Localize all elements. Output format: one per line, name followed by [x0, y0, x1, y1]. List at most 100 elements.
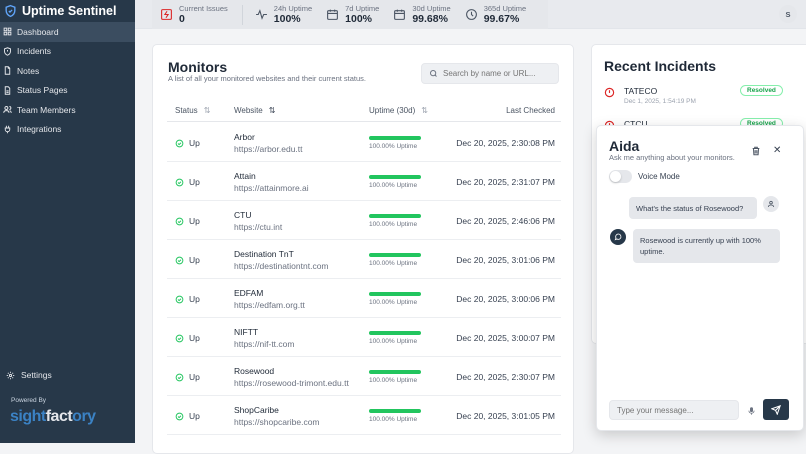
sidebar-item-settings[interactable]: Settings	[6, 370, 52, 380]
users-icon	[3, 106, 12, 114]
table-row[interactable]: Up NIFTT https://nif-tt.com 100.00% Uptime D…	[167, 318, 561, 357]
uptime-bar	[369, 292, 421, 296]
website-cell: Attain https://attainmore.ai	[234, 171, 309, 193]
voice-mode-toggle[interactable]	[609, 170, 632, 183]
shield-logo-icon	[5, 4, 16, 18]
sidebar-item-integrations[interactable]: Integrations	[0, 120, 135, 140]
table-row[interactable]: Up Destination TnT https://destinationtnt.…	[167, 240, 561, 279]
uptime-bar	[369, 175, 421, 179]
divider	[241, 4, 243, 25]
search-input[interactable]	[443, 69, 553, 78]
uptime-bar	[369, 253, 421, 257]
status-cell: Up	[175, 216, 200, 226]
uptime-label: 100.00% Uptime	[369, 377, 418, 384]
stat-7d-uptime: 7d Uptime 100%	[326, 4, 379, 25]
website-name: ShopCaribe	[234, 405, 279, 415]
monitors-table-body: Up Arbor https://arbor.edu.tt 100.00% Uptim…	[167, 123, 561, 435]
search-box[interactable]	[421, 63, 559, 84]
last-checked: Dec 20, 2025, 3:00:06 PM	[456, 294, 555, 304]
chat-title: Aida	[609, 138, 640, 154]
check-circle-icon	[175, 139, 184, 147]
last-checked: Dec 20, 2025, 3:01:05 PM	[456, 411, 555, 421]
website-url[interactable]: https://rosewood-trimont.edu.tt	[234, 378, 349, 388]
stat-current-issues: Current Issues 0	[160, 4, 228, 25]
grid-icon	[3, 27, 12, 36]
uptime-label: 100.00% Uptime	[369, 338, 418, 345]
voice-mode-label: Voice Mode	[638, 172, 680, 181]
table-row[interactable]: Up Attain https://attainmore.ai 100.00% Upt…	[167, 162, 561, 201]
sidebar-item-incidents[interactable]: Incidents	[0, 42, 135, 62]
monitors-subtitle: A list of all your monitored websites an…	[168, 74, 367, 83]
stat-24h-uptime: 24h Uptime 100%	[255, 4, 312, 25]
sidebar-item-label: Team Members	[17, 104, 76, 115]
status-cell: Up	[175, 333, 200, 343]
trash-icon[interactable]	[751, 146, 761, 156]
uptime-label: 100.00% Uptime	[369, 182, 418, 189]
sort-icon: ⇅	[268, 106, 276, 115]
table-row[interactable]: Up ShopCaribe https://shopcaribe.com 100.00…	[167, 396, 561, 435]
website-cell: ShopCaribe https://shopcaribe.com	[234, 405, 320, 427]
website-url[interactable]: https://edfam.org.tt	[234, 300, 305, 310]
alert-circle-icon	[604, 87, 615, 98]
table-row[interactable]: Up EDFAM https://edfam.org.tt 100.00% Uptim…	[167, 279, 561, 318]
file-text-icon	[4, 86, 11, 95]
close-icon[interactable]: ✕	[773, 145, 782, 156]
table-row[interactable]: Up Rosewood https://rosewood-trimont.edu.t…	[167, 357, 561, 396]
column-uptime[interactable]: Uptime (30d) ⇅	[369, 106, 428, 115]
website-cell: Arbor https://arbor.edu.tt	[234, 132, 303, 154]
status-cell: Up	[175, 372, 200, 382]
sightfactory-logo: sightfactory	[10, 408, 96, 425]
website-url[interactable]: https://nif-tt.com	[234, 339, 295, 349]
check-circle-icon	[175, 217, 184, 225]
column-website[interactable]: Website ⇅	[234, 106, 276, 115]
website-url[interactable]: https://ctu.int	[234, 222, 283, 232]
stats-bar: Current Issues 0 24h Uptime 100% 7d Uptime…	[152, 0, 549, 29]
sort-icon: ⇅	[421, 106, 428, 115]
uptime-bar	[369, 370, 421, 374]
monitors-card: Monitors A list of all your monitored we…	[152, 44, 574, 454]
uptime-bar	[369, 136, 421, 140]
calendar-icon	[327, 9, 339, 20]
sidebar-item-label: Incidents	[17, 46, 52, 57]
check-circle-icon	[175, 295, 184, 303]
chat-message-input[interactable]	[609, 400, 739, 420]
gear-icon	[6, 371, 15, 379]
status-cell: Up	[175, 177, 200, 187]
uptime-bar	[369, 331, 421, 335]
sidebar-item-dashboard[interactable]: Dashboard	[0, 22, 135, 42]
sidebar-item-team-members[interactable]: Team Members	[0, 100, 135, 120]
sidebar-item-notes[interactable]: Notes	[0, 61, 135, 81]
status-cell: Up	[175, 294, 200, 304]
check-circle-icon	[175, 373, 184, 381]
website-cell: CTU https://ctu.int	[234, 210, 282, 232]
uptime-bar	[369, 214, 421, 218]
send-icon	[771, 404, 781, 415]
sidebar-item-status-pages[interactable]: Status Pages	[0, 81, 135, 101]
alert-icon	[161, 9, 172, 20]
powered-by-label: Powered By	[11, 397, 47, 404]
website-url[interactable]: https://destinationtnt.com	[234, 261, 329, 271]
column-status[interactable]: Status ⇅	[175, 106, 211, 115]
stat-365d-uptime: 365d Uptime 99.67%	[465, 4, 526, 25]
sidebar: Uptime Sentinel Dashboard Incidents Note…	[0, 0, 135, 443]
website-url[interactable]: https://attainmore.ai	[234, 183, 309, 193]
activity-icon	[255, 9, 267, 20]
clock-icon	[465, 9, 477, 20]
website-name: Attain	[234, 171, 256, 181]
last-checked: Dec 20, 2025, 2:30:08 PM	[456, 138, 555, 148]
user-avatar[interactable]: S	[779, 5, 797, 23]
status-cell: Up	[175, 411, 200, 421]
website-cell: Destination TnT https://destinationtnt.co…	[234, 249, 329, 271]
website-url[interactable]: https://arbor.edu.tt	[234, 144, 303, 154]
website-url[interactable]: https://shopcaribe.com	[234, 417, 320, 427]
website-cell: NIFTT https://nif-tt.com	[234, 327, 294, 349]
table-row[interactable]: Up Arbor https://arbor.edu.tt 100.00% Uptim…	[167, 123, 561, 162]
uptime-label: 100.00% Uptime	[369, 299, 418, 306]
table-header: Status ⇅ Website ⇅ Uptime (30d) ⇅ Last Chec…	[167, 100, 561, 122]
user-avatar-icon	[763, 196, 779, 212]
table-row[interactable]: Up CTU https://ctu.int 100.00% Uptime Dec 20…	[167, 201, 561, 240]
calendar-icon	[394, 9, 406, 20]
brand[interactable]: Uptime Sentinel	[0, 0, 135, 22]
send-button[interactable]	[763, 399, 789, 420]
microphone-icon[interactable]	[747, 406, 756, 416]
